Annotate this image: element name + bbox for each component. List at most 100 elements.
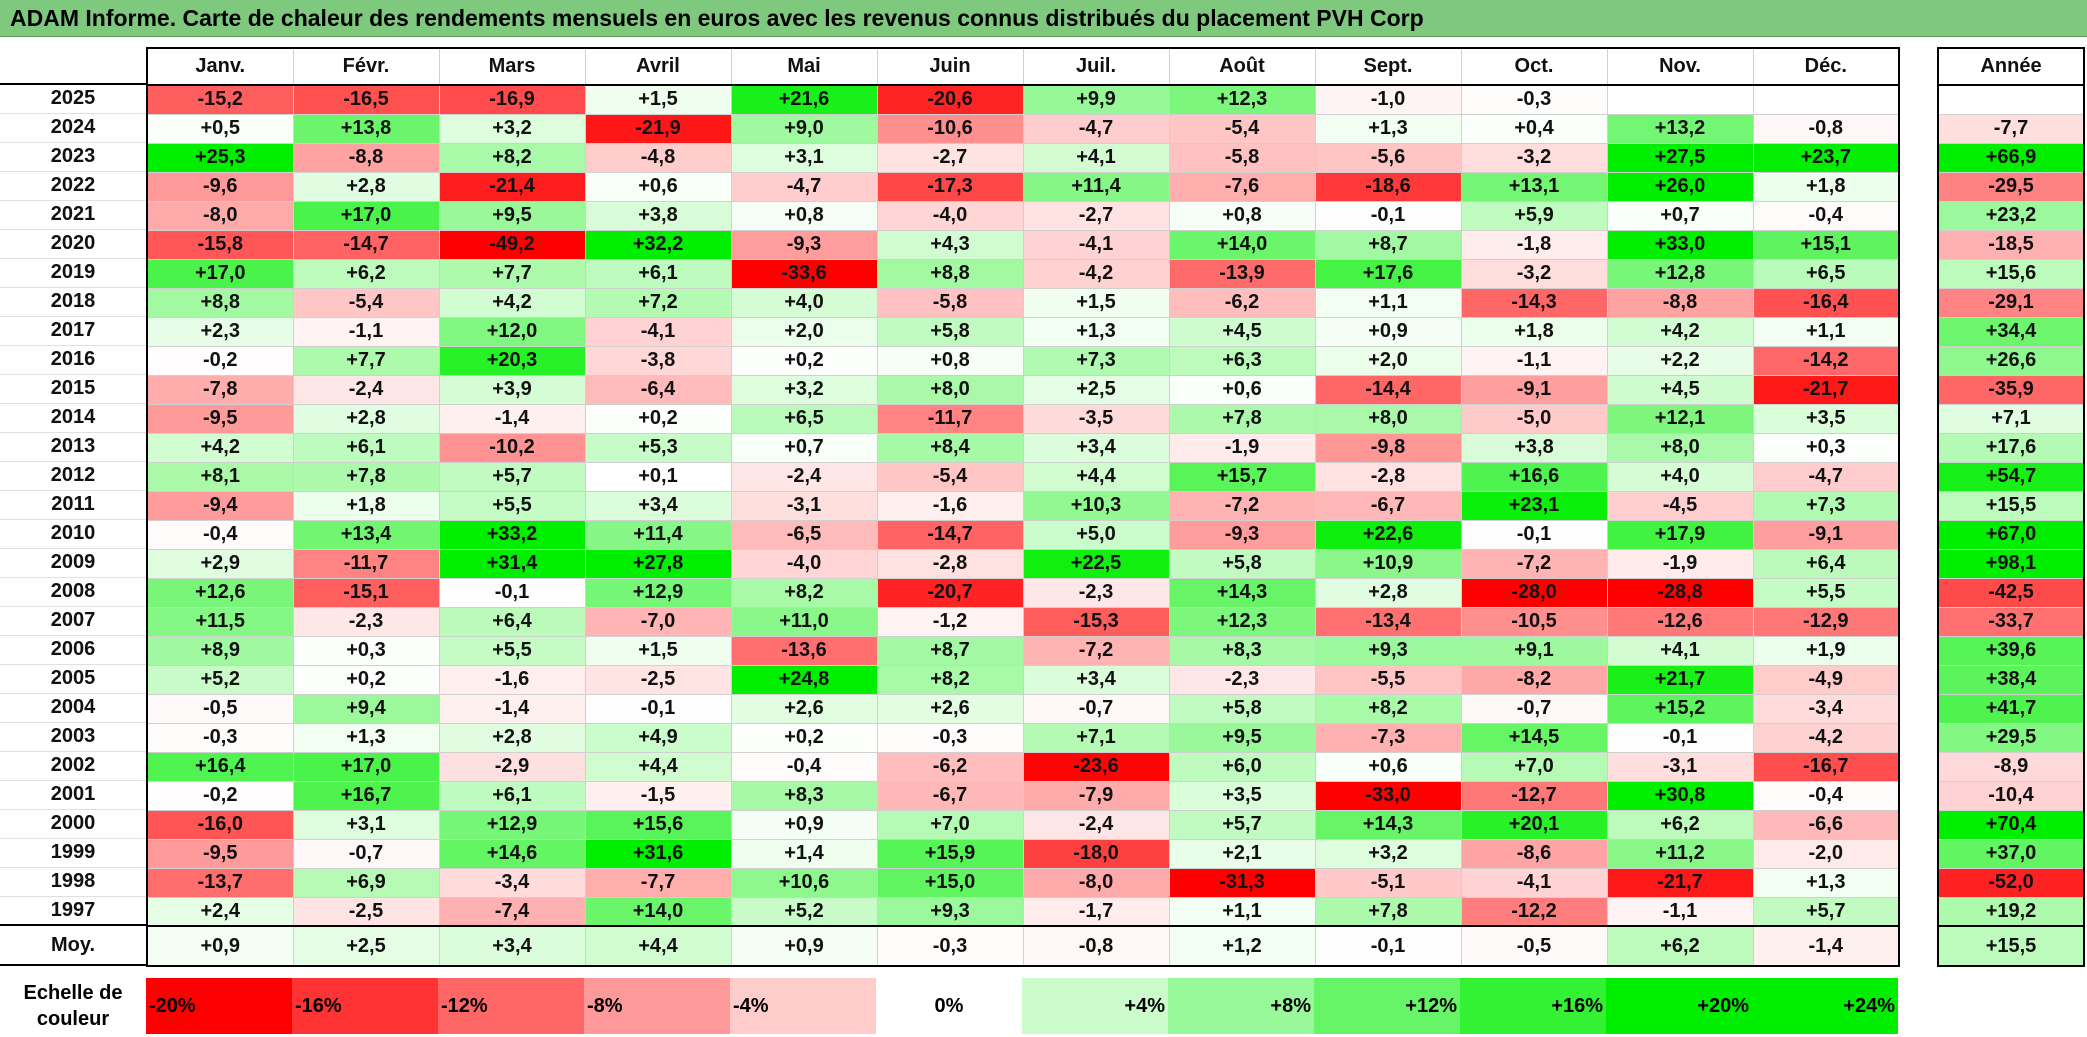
heatmap-cell: +10,9 [1315, 549, 1462, 579]
heatmap-cell: +4,2 [147, 433, 294, 463]
heatmap-cell: -9,4 [147, 491, 294, 521]
heatmap-cell: -1,7 [1023, 897, 1170, 927]
year-label: 2016 [0, 345, 146, 375]
heatmap-cell: +1,3 [1753, 868, 1900, 898]
heatmap-cell: +17,9 [1607, 520, 1754, 550]
annual-cell: +15,5 [1938, 491, 2085, 521]
heatmap-cell: +2,8 [293, 404, 440, 434]
year-label: 2012 [0, 461, 146, 491]
heatmap-cell: -2,7 [877, 143, 1024, 173]
heatmap-cell: -1,0 [1315, 85, 1462, 115]
heatmap-cell: +9,3 [877, 897, 1024, 927]
heatmap-cell: -10,2 [439, 433, 586, 463]
heatmap-cell: -1,1 [1607, 897, 1754, 927]
year-labels-column: 2025 2024 2023 2022 2021 2020 2019 2018 2017 2016… [0, 47, 146, 966]
annual-cell: +54,7 [1938, 462, 2085, 492]
heatmap-cell: +16,4 [147, 752, 294, 782]
heatmap-cell: +12,1 [1607, 404, 1754, 434]
heatmap-cell: -3,4 [439, 868, 586, 898]
heatmap-cell: -9,5 [147, 839, 294, 869]
heatmap-cell: -0,3 [1461, 85, 1608, 115]
heatmap-cell: +4,4 [585, 752, 732, 782]
heatmap-cell: -4,0 [877, 201, 1024, 231]
heatmap-cell: +0,8 [877, 346, 1024, 376]
heatmap-cell: -4,9 [1753, 665, 1900, 695]
heatmap-cell: -15,2 [147, 85, 294, 115]
heatmap-cell: +5,0 [1023, 520, 1170, 550]
scale-swatch: -16% [292, 978, 438, 1034]
heatmap-cell: +5,5 [439, 636, 586, 666]
year-label: 2024 [0, 113, 146, 143]
heatmap-cell: -13,7 [147, 868, 294, 898]
year-label: 2014 [0, 403, 146, 433]
heatmap-cell: +14,3 [1315, 810, 1462, 840]
heatmap-cell: -16,4 [1753, 288, 1900, 318]
average-cell: +1,2 [1169, 925, 1316, 967]
heatmap-cell: +6,4 [439, 607, 586, 637]
heatmap-cell: +0,2 [293, 665, 440, 695]
heatmap-cell: +0,6 [1169, 375, 1316, 405]
heatmap-cell: +12,0 [439, 317, 586, 347]
heatmap-cell: +12,8 [1607, 259, 1754, 289]
heatmap-cell: +0,2 [585, 404, 732, 434]
annual-average-cell: +15,5 [1938, 925, 2085, 967]
heatmap-cell: -20,6 [877, 85, 1024, 115]
heatmap-cell: +4,0 [731, 288, 878, 318]
scale-swatch: -20% [146, 978, 292, 1034]
heatmap-cell: +11,0 [731, 607, 878, 637]
heatmap-cell: +12,3 [1169, 85, 1316, 115]
heatmap-cell: -5,4 [877, 462, 1024, 492]
heatmap-cell: +33,0 [1607, 230, 1754, 260]
heatmap-cell: +0,9 [1315, 317, 1462, 347]
heatmap-cell: -0,4 [731, 752, 878, 782]
heatmap-cell: +2,8 [439, 723, 586, 753]
heatmap-cell: -12,2 [1461, 897, 1608, 927]
heatmap-cell: +2,0 [731, 317, 878, 347]
heatmap-cell: +7,3 [1753, 491, 1900, 521]
heatmap-cell: -5,1 [1315, 868, 1462, 898]
annual-cell: +41,7 [1938, 694, 2085, 724]
heatmap-cell: -2,8 [877, 549, 1024, 579]
heatmap-cell: +9,5 [1169, 723, 1316, 753]
heatmap-cell: +3,1 [731, 143, 878, 173]
heatmap-cell: +3,9 [439, 375, 586, 405]
heatmap-cell: +14,0 [1169, 230, 1316, 260]
heatmap-cell: +3,8 [585, 201, 732, 231]
heatmap-cell: -14,2 [1753, 346, 1900, 376]
heatmap-cell: +22,6 [1315, 520, 1462, 550]
heatmap-cell: -5,5 [1315, 665, 1462, 695]
heatmap-cell: +13,1 [1461, 172, 1608, 202]
heatmap-cell: +5,8 [877, 317, 1024, 347]
heatmap-cell: +8,8 [877, 259, 1024, 289]
heatmap-cell: +17,0 [293, 752, 440, 782]
heatmap-cell: +8,7 [877, 636, 1024, 666]
heatmap-cell: -0,4 [147, 520, 294, 550]
heatmap-cell: +2,6 [731, 694, 878, 724]
annual-cell: +67,0 [1938, 520, 2085, 550]
scale-swatch: +12% [1314, 978, 1460, 1034]
average-cell: +0,9 [147, 925, 294, 967]
year-label: 1999 [0, 838, 146, 868]
heatmap-cell: +3,2 [1315, 839, 1462, 869]
heatmap-cell: +20,1 [1461, 810, 1608, 840]
heatmap-cell: +0,3 [1753, 433, 1900, 463]
scale-swatch: -4% [730, 978, 876, 1034]
heatmap-cell: +0,5 [147, 114, 294, 144]
month-header: Mai [731, 48, 878, 86]
scale-swatch: 0% [876, 978, 1022, 1034]
heatmap-cell: +5,8 [1169, 549, 1316, 579]
heatmap-cell: +12,9 [439, 810, 586, 840]
year-label: 2009 [0, 548, 146, 578]
heatmap-cell: -6,6 [1753, 810, 1900, 840]
heatmap-cell: +3,8 [1461, 433, 1608, 463]
heatmap-cell: -7,0 [585, 607, 732, 637]
heatmap-cell: -28,8 [1607, 578, 1754, 608]
heatmap-cell: -4,1 [1461, 868, 1608, 898]
heatmap-cell: +1,3 [1023, 317, 1170, 347]
heatmap-cell: +2,2 [1607, 346, 1754, 376]
heatmap-cell: +6,3 [1169, 346, 1316, 376]
heatmap-cell: +0,7 [1607, 201, 1754, 231]
heatmap-cell: -17,3 [877, 172, 1024, 202]
heatmap-cell: +6,2 [1607, 810, 1754, 840]
month-header: Oct. [1461, 48, 1608, 86]
